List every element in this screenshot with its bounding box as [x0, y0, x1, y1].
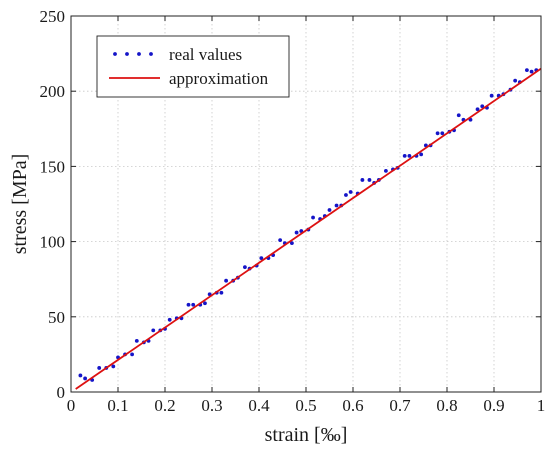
data-point: [360, 178, 365, 182]
plot-area: [75, 67, 542, 390]
x-tick-label: 0.9: [483, 396, 504, 415]
data-point: [219, 290, 224, 295]
data-point: [407, 153, 412, 158]
data-point: [480, 104, 485, 109]
axes: 0 0.1 0.2 0.3 0.4 0.5 0.6 0.7 0.8 0.9 1 0 50 100 150 20…: [9, 7, 545, 446]
data-point: [151, 328, 156, 333]
data-point: [440, 131, 445, 136]
legend-box: [96, 35, 290, 98]
data-point: [435, 131, 440, 136]
x-tick-label: 0.8: [436, 396, 457, 415]
data-point: [327, 208, 332, 212]
data-point: [191, 302, 196, 307]
y-tick-label: 250: [40, 7, 66, 26]
data-point: [130, 352, 135, 357]
plot-frame: [70, 15, 542, 393]
data-point: [419, 152, 424, 157]
data-point: [384, 169, 388, 173]
data-point: [278, 238, 283, 243]
data-point: [344, 193, 348, 197]
data-point: [294, 230, 299, 235]
y-axis-label: stress [MPa]: [9, 154, 31, 255]
data-point: [456, 113, 461, 118]
data-point: [525, 68, 529, 73]
data-point: [489, 93, 494, 98]
x-tick-label: 0.2: [154, 396, 175, 415]
data-point: [203, 301, 207, 306]
data-point: [290, 241, 294, 246]
x-tick-label: 1: [537, 396, 546, 415]
data-point: [224, 278, 229, 283]
y-tick-label: 0: [57, 383, 66, 402]
data-point: [186, 302, 191, 307]
data-point: [513, 78, 518, 83]
data-point: [111, 364, 116, 369]
legend: real values approximation: [96, 35, 290, 98]
x-tick-label: 0.1: [107, 396, 128, 415]
data-point: [97, 366, 102, 370]
data-point: [334, 203, 339, 208]
data-point: [83, 376, 87, 381]
approximation-line: [75, 67, 542, 390]
data-point: [529, 69, 534, 74]
data-point: [311, 215, 315, 220]
data-point: [475, 107, 480, 112]
y-tick-label: 100: [40, 233, 66, 252]
data-point: [243, 265, 247, 270]
data-point: [367, 178, 372, 182]
legend-label-real-values: real values: [169, 45, 242, 64]
legend-marker-real-values: [137, 52, 141, 56]
data-point: [167, 317, 172, 322]
x-axis-label: strain [‰]: [265, 424, 348, 446]
data-point: [134, 338, 139, 343]
legend-label-approximation: approximation: [169, 69, 269, 88]
legend-marker-real-values: [113, 52, 117, 56]
x-tick-label: 0.7: [389, 396, 411, 415]
x-tick-label: 0.5: [295, 396, 316, 415]
y-tick-label: 200: [40, 82, 66, 101]
data-point: [402, 153, 407, 158]
x-tick-label: 0.3: [201, 396, 222, 415]
y-tick-label: 150: [40, 157, 66, 176]
legend-marker-real-values: [149, 52, 153, 56]
data-point: [78, 373, 83, 378]
x-tick-label: 0.6: [342, 396, 363, 415]
x-tick-label: 0: [67, 396, 76, 415]
data-point: [259, 256, 264, 261]
data-point: [348, 190, 353, 194]
legend-marker-real-values: [125, 52, 129, 56]
x-tick-label: 0.4: [248, 396, 270, 415]
y-tick-label: 50: [48, 308, 65, 327]
